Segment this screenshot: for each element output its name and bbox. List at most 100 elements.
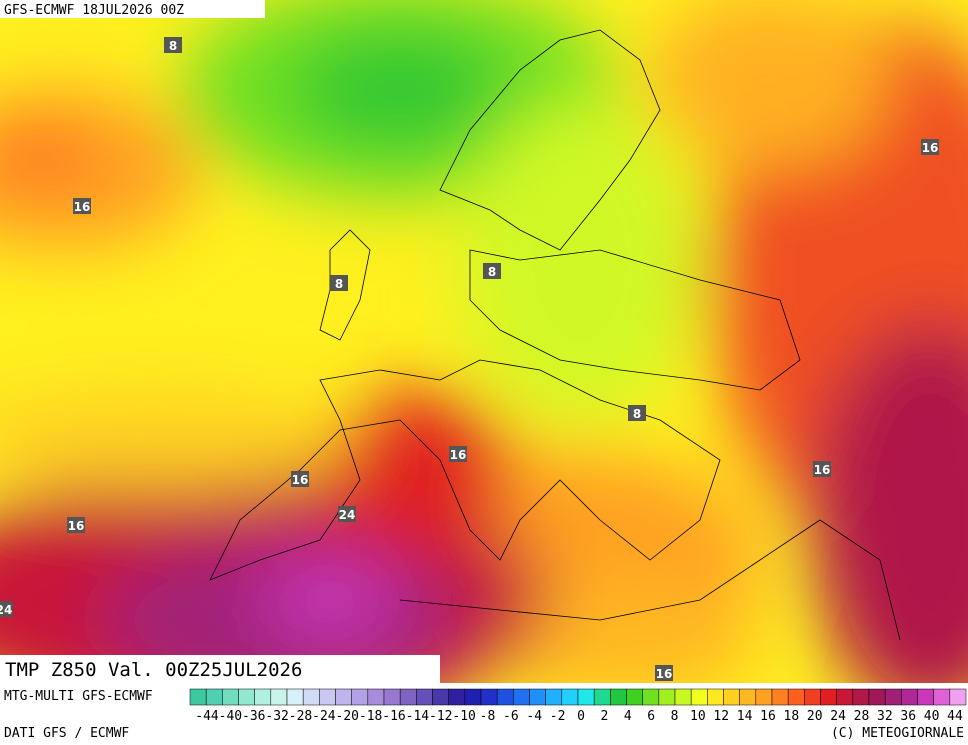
colorbar-swatch bbox=[189, 688, 207, 706]
footer-copyright: (C) METEOGIORNALE bbox=[831, 726, 964, 741]
colorbar-swatch bbox=[222, 688, 239, 706]
colorbar-swatch bbox=[270, 688, 288, 706]
colorbar-swatch bbox=[852, 688, 870, 706]
colorbar-swatch bbox=[254, 688, 272, 706]
colorbar-label: -32 bbox=[265, 709, 288, 724]
map bbox=[0, 0, 968, 683]
colorbar-swatch bbox=[205, 688, 223, 706]
colorbar-label: -2 bbox=[550, 709, 566, 724]
contour-label-box bbox=[330, 275, 348, 291]
colorbar-swatch bbox=[901, 688, 918, 706]
colorbar-label: -18 bbox=[359, 709, 382, 724]
colorbar-label: 16 bbox=[760, 709, 776, 724]
contour-label-box bbox=[921, 139, 939, 155]
colorbar-swatch bbox=[804, 688, 821, 706]
colorbar-swatch bbox=[496, 688, 514, 706]
contour-label: 24 bbox=[0, 603, 12, 617]
colorbar-label: -44 bbox=[195, 709, 219, 724]
colorbar-label: -24 bbox=[312, 709, 336, 724]
contour-label-box bbox=[164, 37, 182, 53]
colorbar-label: 20 bbox=[807, 709, 823, 724]
contour-label-box bbox=[813, 461, 831, 477]
colorbar-swatch bbox=[593, 688, 611, 706]
colorbar-swatch bbox=[286, 688, 304, 706]
contour-label-box bbox=[628, 405, 646, 421]
contour-label: 16 bbox=[74, 200, 91, 214]
map-title: TMP Z850 Val. 00Z25JUL2026 bbox=[5, 659, 302, 681]
colorbar-swatch bbox=[723, 688, 740, 706]
colorbar-label: -40 bbox=[219, 709, 242, 724]
colorbar-swatch bbox=[674, 688, 692, 706]
footer-source: DATI GFS / ECMWF bbox=[4, 726, 129, 741]
header-title: GFS-ECMWF 18JUL2026 00Z bbox=[4, 3, 184, 18]
colorbar-swatch bbox=[529, 688, 546, 706]
contour-label: 16 bbox=[922, 141, 939, 155]
contour-label-box bbox=[291, 471, 309, 487]
colorbar-swatch bbox=[868, 688, 886, 706]
colorbar-label: 12 bbox=[713, 709, 729, 724]
colorbar-label: -36 bbox=[242, 709, 265, 724]
colorbar-swatch bbox=[771, 688, 789, 706]
colorbar-label: 4 bbox=[624, 709, 632, 724]
colorbar-label: 44 bbox=[947, 709, 963, 724]
colorbar-swatch bbox=[690, 688, 708, 706]
colorbar-swatch bbox=[561, 688, 579, 706]
colorbar-label: -6 bbox=[503, 709, 519, 724]
contour-label-box bbox=[0, 601, 13, 617]
colorbar-swatch bbox=[335, 688, 352, 706]
contour-label-box bbox=[449, 446, 467, 462]
colorbar-label: 0 bbox=[577, 709, 585, 724]
contour-label-box bbox=[73, 198, 91, 214]
colorbar-swatch bbox=[577, 688, 595, 706]
colorbar-swatch bbox=[319, 688, 336, 706]
colorbar-swatch bbox=[820, 688, 837, 706]
colorbar-swatch bbox=[351, 688, 369, 706]
colorbar-swatch bbox=[302, 688, 320, 706]
colorbar-swatch bbox=[399, 688, 417, 706]
colorbar-swatch bbox=[432, 688, 449, 706]
colorbar-swatch bbox=[626, 688, 643, 706]
contour-label: 8 bbox=[488, 265, 496, 279]
colorbar-swatch bbox=[480, 688, 498, 706]
colorbar-swatch bbox=[917, 688, 934, 706]
colorbar-label: 40 bbox=[924, 709, 940, 724]
colorbar-swatch bbox=[642, 688, 660, 706]
colorbar-label: -10 bbox=[452, 709, 475, 724]
colorbar-swatch bbox=[367, 688, 385, 706]
colorbar-swatch bbox=[707, 688, 724, 706]
contour-label: 16 bbox=[450, 448, 467, 462]
colorbar-label: 6 bbox=[647, 709, 655, 724]
contour-label-box bbox=[338, 506, 356, 522]
colorbar-swatch bbox=[238, 688, 255, 706]
contour-label: 8 bbox=[633, 407, 641, 421]
header-box bbox=[0, 0, 265, 18]
contour-label: 24 bbox=[339, 508, 356, 522]
colorbar-swatch bbox=[545, 688, 563, 706]
contour-label: 16 bbox=[292, 473, 309, 487]
colorbar-swatch bbox=[513, 688, 530, 706]
colorbar-label: 32 bbox=[877, 709, 893, 724]
contour-label: 8 bbox=[169, 39, 177, 53]
contour-label-box bbox=[483, 263, 501, 279]
colorbar-label: -28 bbox=[289, 709, 312, 724]
colorbar-swatch bbox=[949, 688, 967, 706]
colorbar-swatch bbox=[836, 688, 854, 706]
colorbar-label: 14 bbox=[737, 709, 753, 724]
colorbar-label: -16 bbox=[382, 709, 405, 724]
colorbar-swatch bbox=[755, 688, 773, 706]
colorbar-label: 10 bbox=[690, 709, 706, 724]
colorbar-swatch bbox=[416, 688, 433, 706]
contour-label: 16 bbox=[656, 667, 673, 681]
colorbar-swatch bbox=[884, 688, 902, 706]
contour-label-box bbox=[67, 517, 85, 533]
colorbar-swatch bbox=[787, 688, 805, 706]
colorbar-label: -4 bbox=[526, 709, 542, 724]
contour-label: 16 bbox=[68, 519, 85, 533]
footer-model: MTG-MULTI GFS-ECMWF bbox=[4, 689, 153, 704]
colorbar-swatch bbox=[383, 688, 401, 706]
colorbar-label: -14 bbox=[406, 709, 430, 724]
colorbar-swatch bbox=[933, 688, 951, 706]
colorbar-swatch bbox=[658, 688, 676, 706]
colorbar-label: 2 bbox=[600, 709, 608, 724]
